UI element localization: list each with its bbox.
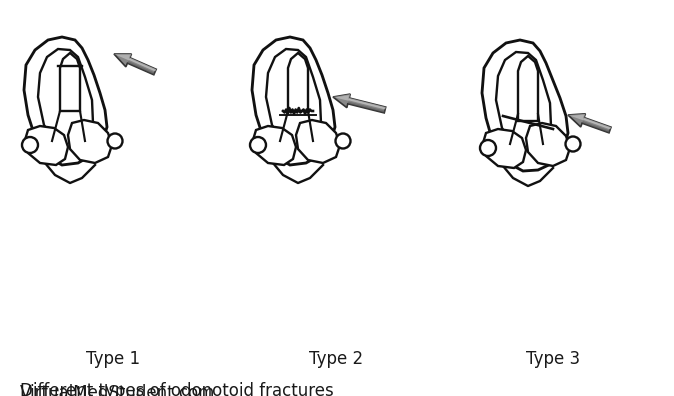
Circle shape (565, 137, 580, 152)
Polygon shape (253, 126, 296, 165)
Polygon shape (266, 49, 321, 148)
Text: Type 1: Type 1 (86, 350, 140, 368)
Polygon shape (38, 49, 93, 148)
Polygon shape (583, 118, 611, 129)
Text: Type 3: Type 3 (526, 350, 580, 368)
Polygon shape (127, 61, 155, 75)
Text: VirtualMedStudent.com: VirtualMedStudent.com (20, 384, 216, 396)
Polygon shape (518, 56, 538, 121)
Polygon shape (68, 120, 112, 163)
Polygon shape (114, 54, 156, 75)
Polygon shape (25, 126, 68, 165)
Circle shape (22, 137, 38, 153)
Polygon shape (348, 101, 385, 113)
Polygon shape (333, 94, 386, 113)
Polygon shape (526, 123, 570, 166)
Circle shape (107, 133, 123, 148)
Polygon shape (348, 98, 386, 109)
Circle shape (480, 140, 496, 156)
Polygon shape (483, 129, 526, 168)
Polygon shape (333, 94, 350, 101)
Polygon shape (60, 53, 80, 111)
Polygon shape (582, 121, 610, 133)
Text: Type 2: Type 2 (309, 350, 363, 368)
Polygon shape (496, 52, 551, 151)
Circle shape (250, 137, 266, 153)
Circle shape (336, 133, 350, 148)
Polygon shape (129, 58, 156, 71)
Polygon shape (288, 53, 308, 111)
Text: Different types of odonotoid fractures: Different types of odonotoid fractures (20, 382, 334, 396)
Polygon shape (568, 114, 611, 133)
Polygon shape (296, 120, 340, 163)
Polygon shape (114, 54, 131, 60)
Polygon shape (482, 40, 568, 171)
Polygon shape (24, 37, 107, 165)
Polygon shape (252, 37, 335, 165)
Polygon shape (568, 114, 586, 120)
